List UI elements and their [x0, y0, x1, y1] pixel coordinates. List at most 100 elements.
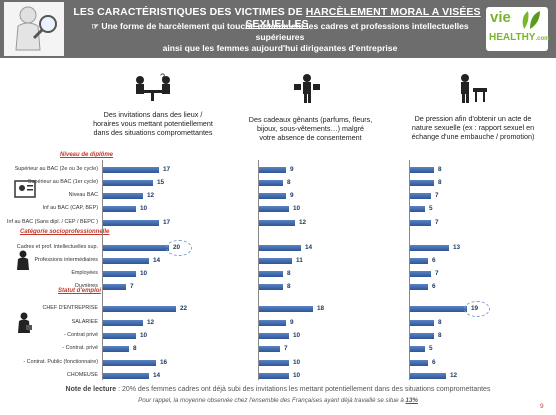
bar-value: 7 [284, 345, 288, 352]
svg-text:?: ? [160, 72, 165, 82]
bar-value: 16 [160, 359, 168, 366]
bar-value: 5 [429, 205, 433, 212]
row-label: Employées [71, 270, 98, 276]
bar [103, 220, 159, 226]
bar [259, 346, 280, 352]
column-heading-1: Des invitations dans des lieux / horaire… [93, 110, 213, 137]
row-label: CHOMEUSE [66, 372, 98, 378]
bar-value: 5 [429, 345, 433, 352]
bar-value: 6 [432, 257, 436, 264]
page-number: 9 [540, 403, 544, 410]
bar [259, 180, 283, 186]
bar [103, 306, 176, 312]
axis-line-3 [409, 160, 410, 380]
diploma-icon [14, 180, 36, 198]
bar [410, 284, 428, 290]
bar-value: 10 [293, 372, 301, 379]
bar-value: 12 [450, 372, 458, 379]
axis-line-2 [258, 160, 259, 380]
bar [410, 320, 434, 326]
bar-value: 17 [163, 219, 171, 226]
bar-value: 9 [290, 319, 294, 326]
bar [103, 167, 159, 173]
bar-value: 10 [140, 205, 148, 212]
bar [410, 245, 449, 251]
bar [410, 193, 431, 199]
row-label: Supérieur au BAC (2e ou 3e cycle) [14, 166, 98, 172]
bar [410, 306, 467, 312]
bar [259, 373, 289, 379]
bar-value: 6 [432, 283, 436, 290]
bar [259, 360, 289, 366]
bar [410, 373, 446, 379]
bar-value: 14 [305, 244, 313, 251]
page-subtitle: ☞ Une forme de harcèlement qui touche no… [91, 21, 469, 53]
row-label: SALARIEE [71, 319, 98, 325]
bar-value: 8 [438, 319, 442, 326]
bar-value: 10 [140, 332, 148, 339]
bar-value: 8 [287, 283, 291, 290]
average-reminder: Pour rappel, la moyenne observée chez l'… [138, 397, 418, 404]
bar [259, 333, 289, 339]
page-title: LES CARACTÉRISTIQUES DES VICTIMES DE HAR… [73, 6, 481, 30]
bar [103, 245, 169, 251]
bar [410, 167, 434, 173]
header-banner: LES CARACTÉRISTIQUES DES VICTIMES DE HAR… [0, 0, 556, 58]
bar-value: 6 [432, 359, 436, 366]
bar [259, 193, 286, 199]
briefcase-person-icon [18, 312, 32, 333]
bar [410, 271, 431, 277]
row-label: - Contrat privé [63, 332, 98, 338]
bar-value: 14 [153, 257, 161, 264]
bar [410, 346, 425, 352]
couple-at-table-icon: ? [136, 72, 170, 101]
row-label: Inf au BAC (Sans dipl. / CEP / BEPC ) [7, 219, 98, 225]
column-heading-2: Des cadeaux gênants (parfums, fleurs, bi… [248, 115, 373, 142]
bar-value: 14 [153, 372, 161, 379]
bar [259, 245, 301, 251]
bar [103, 206, 136, 212]
bar-value: 18 [317, 305, 325, 312]
pressure-scene-icon [461, 74, 487, 103]
row-label: Cadres et prof. intellectuelles sup. [16, 244, 98, 250]
row-label: Niveau BAC [68, 192, 98, 198]
axis-line-1 [102, 160, 103, 380]
highlight-circle [464, 301, 490, 317]
bar [259, 206, 289, 212]
bar [259, 258, 292, 264]
bar-value: 7 [435, 219, 439, 226]
bar [103, 333, 136, 339]
bar [410, 360, 428, 366]
bar [259, 306, 313, 312]
bar [103, 320, 143, 326]
bar [410, 258, 428, 264]
gift-bearer-icon [294, 74, 320, 103]
bar [103, 193, 143, 199]
bar [259, 271, 283, 277]
bar-value: 17 [163, 166, 171, 173]
bar [259, 320, 286, 326]
bar-value: 8 [438, 332, 442, 339]
bar-value: 9 [290, 192, 294, 199]
bar-value: 8 [133, 345, 137, 352]
bar-value: 10 [140, 270, 148, 277]
bar-value: 15 [157, 179, 165, 186]
bar-value: 8 [287, 270, 291, 277]
bar [103, 373, 149, 379]
bar [103, 284, 126, 290]
row-label: Inf au BAC (CAP, BEP) [42, 205, 98, 211]
bar-value: 7 [435, 270, 439, 277]
bar-value: 7 [130, 283, 134, 290]
group-title-diploma: Niveau de diplôme [60, 152, 114, 158]
column-heading-3: De pression afin d'obtenir un acte de na… [411, 114, 535, 141]
row-label: - Contrat. privé [62, 345, 98, 351]
bar [103, 360, 156, 366]
bar-value: 12 [147, 319, 155, 326]
bar-value: 8 [438, 179, 442, 186]
bar [103, 271, 136, 277]
bar-value: 9 [290, 166, 294, 173]
bar [259, 167, 286, 173]
bar-value: 8 [438, 166, 442, 173]
row-label: CHEF D'ENTREPRISE [42, 305, 98, 311]
row-label: - Contrat. Public (fonctionnaire) [23, 359, 98, 365]
